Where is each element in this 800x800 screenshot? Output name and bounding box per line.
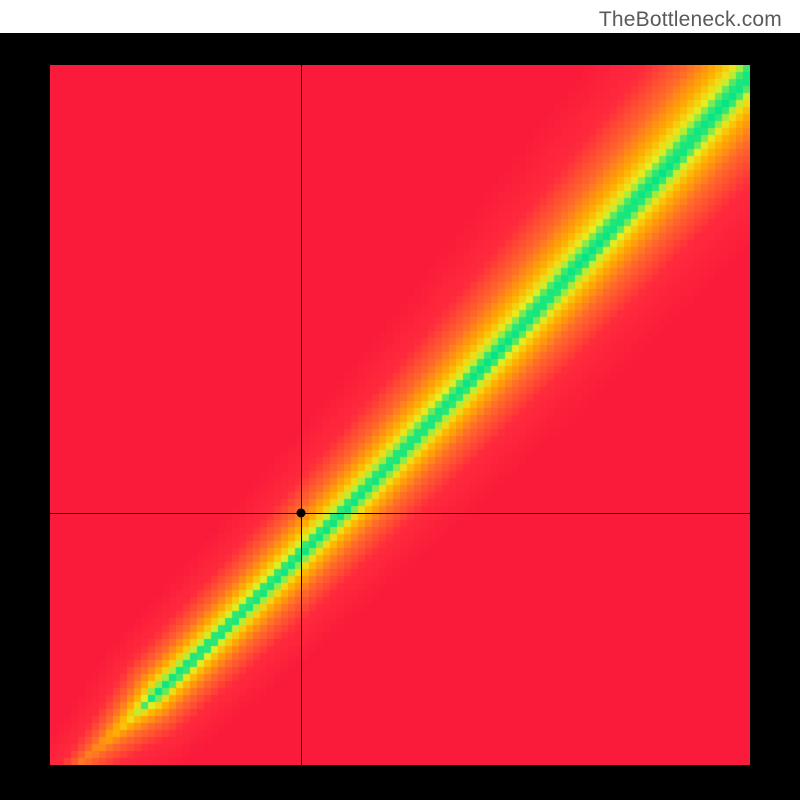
watermark-text: TheBottleneck.com [599,8,782,32]
chart-container: TheBottleneck.com [0,0,800,800]
chart-outer-frame [0,33,800,800]
crosshair-marker [296,509,305,518]
crosshair-horizontal [50,513,750,514]
heatmap-canvas [50,65,750,765]
plot-area [50,65,750,765]
crosshair-vertical [301,65,302,765]
